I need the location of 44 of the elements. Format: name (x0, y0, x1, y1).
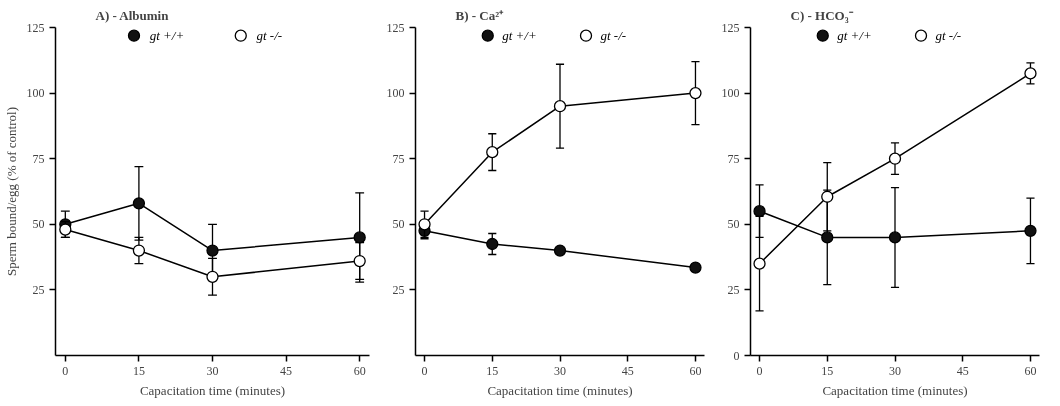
x-tick-label: 15 (132, 363, 145, 378)
y-tick-label: 25 (32, 282, 45, 297)
legend-label: gt -/- (256, 28, 283, 44)
legend-label: gt +/+ (837, 28, 872, 44)
y-tick-label: 125 (721, 20, 740, 35)
x-axis-title: Capacitation time (minutes) (487, 382, 633, 398)
x-tick-label: 45 (280, 363, 293, 378)
legend-label: gt +/+ (502, 28, 537, 44)
y-tick-label: 100 (721, 86, 740, 101)
legend-label: gt -/- (935, 28, 962, 44)
y-axis-title: Sperm bound/egg (% of control) (3, 107, 19, 276)
legend-label: gt -/- (600, 28, 627, 44)
x-tick-label: 0 (62, 363, 69, 378)
y-tick-label: 125 (386, 20, 405, 35)
x-tick-label: 45 (956, 363, 969, 378)
y-tick-label: 25 (392, 282, 405, 297)
x-tick-label: 30 (889, 363, 901, 378)
x-tick-label: 15 (486, 363, 499, 378)
y-tick-label: 100 (386, 86, 405, 101)
x-tick-label: 60 (689, 363, 702, 378)
legend-label: gt +/+ (149, 28, 185, 44)
x-axis-title: Capacitation time (minutes) (139, 382, 286, 398)
chart-title: B) - Ca²⁺ (455, 7, 505, 23)
x-tick-label: 30 (206, 363, 219, 378)
y-tick-label: 50 (727, 217, 740, 232)
y-tick-label: 25 (727, 282, 740, 297)
x-axis-title: Capacitation time (minutes) (822, 382, 968, 398)
x-tick-label: 15 (821, 363, 834, 378)
x-tick-label: 45 (621, 363, 634, 378)
chart-title: C) - HCO₃⁻ (790, 7, 854, 23)
x-tick-label: 30 (554, 363, 566, 378)
x-tick-label: 60 (1024, 363, 1037, 378)
y-tick-label: 75 (727, 151, 740, 166)
y-tick-label: 0 (733, 348, 740, 363)
chart-title: A) - Albumin (95, 7, 170, 23)
y-tick-label: 125 (26, 20, 45, 35)
y-tick-label: 100 (26, 86, 45, 101)
y-tick-label: 50 (32, 217, 45, 232)
y-tick-label: 75 (32, 151, 45, 166)
x-tick-label: 0 (756, 363, 763, 378)
x-tick-label: 60 (353, 363, 366, 378)
y-tick-label: 75 (392, 151, 405, 166)
x-tick-label: 0 (421, 363, 428, 378)
y-tick-label: 50 (392, 217, 405, 232)
